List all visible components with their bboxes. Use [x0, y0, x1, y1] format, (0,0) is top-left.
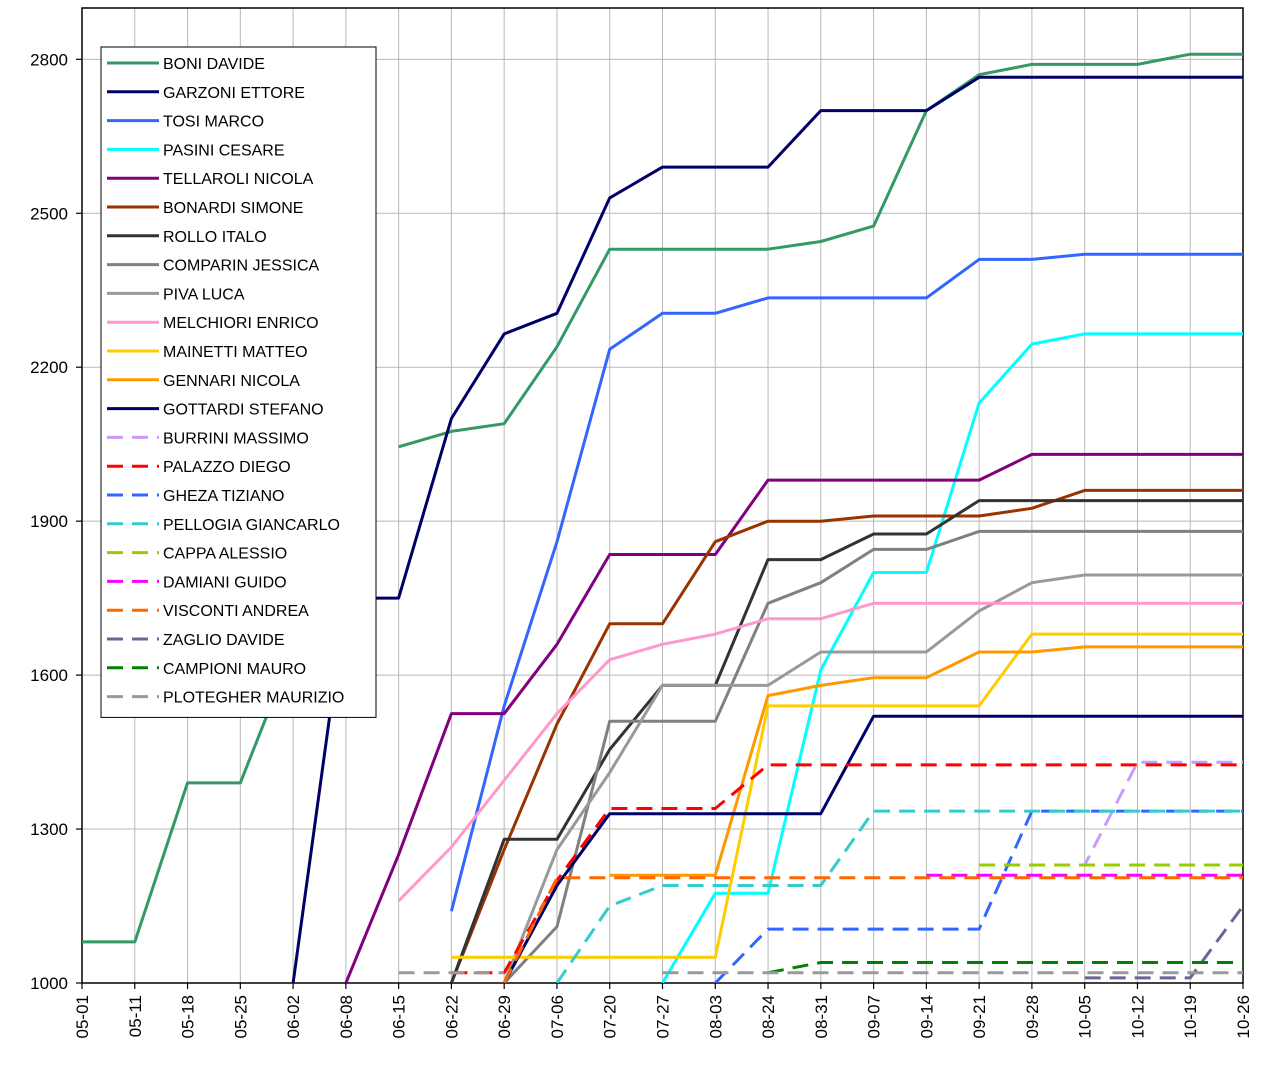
- x-tick-label: 08-03: [706, 995, 725, 1038]
- x-tick-label: 06-29: [495, 995, 514, 1038]
- x-tick-label: 10-05: [1076, 995, 1095, 1038]
- series-line-6: [449, 499, 1243, 983]
- legend-label: ZAGLIO DAVIDE: [163, 632, 285, 649]
- legend-label: GOTTARDI STEFANO: [163, 402, 324, 419]
- series-line-3: [661, 332, 1243, 983]
- legend-label: BONI DAVIDE: [163, 56, 265, 73]
- x-tick-label: 07-27: [654, 995, 673, 1038]
- x-tick-label: 06-22: [442, 995, 461, 1038]
- y-tick-label: 1000: [30, 974, 68, 993]
- x-tick-label: 05-01: [73, 995, 92, 1038]
- legend: BONI DAVIDE GARZONI ETTORE TOSI MARCO PASIN…: [100, 46, 377, 718]
- x-axis-tick-labels: 05-01 05-11 05-18 05-25 06-02 06-08 06-15 06-22…: [73, 983, 1253, 1038]
- legend-label: PELLOGIA GIANCARLO: [163, 517, 340, 534]
- series-line-8: [502, 573, 1243, 983]
- x-tick-label: 08-31: [812, 995, 831, 1038]
- x-tick-label: 05-18: [179, 995, 198, 1038]
- x-tick-label: 05-11: [126, 995, 145, 1037]
- series-line-7: [503, 529, 1243, 983]
- x-tick-label: 06-15: [390, 995, 409, 1038]
- legend-label: MAINETTI MATTEO: [163, 344, 308, 361]
- y-tick-label: 2200: [30, 358, 68, 377]
- legend-label: BURRINI MASSIMO: [163, 430, 309, 447]
- legend-box: [100, 46, 377, 718]
- series-line-17: [555, 809, 1243, 983]
- x-tick-label: 09-28: [1023, 995, 1042, 1038]
- legend-label: MELCHIORI ENRICO: [163, 315, 319, 332]
- legend-label: PALAZZO DIEGO: [163, 459, 291, 476]
- series-line-15: [451, 763, 1243, 975]
- legend-label: ROLLO ITALO: [163, 229, 267, 246]
- series-line-5: [450, 488, 1243, 983]
- series-line-22: [767, 961, 1243, 975]
- series-line-14: [979, 760, 1243, 867]
- series-line-11: [609, 645, 1243, 877]
- x-tick-label: 07-06: [548, 995, 567, 1038]
- x-tick-label: 09-07: [865, 995, 884, 1038]
- legend-label: GENNARI NICOLA: [163, 373, 300, 390]
- series-line-10: [451, 632, 1243, 959]
- x-tick-label: 07-20: [601, 995, 620, 1038]
- series-lines: [82, 52, 1243, 983]
- x-tick-label: 05-25: [231, 995, 250, 1038]
- x-tick-label: 10-19: [1181, 995, 1200, 1038]
- x-tick-label: 09-21: [970, 995, 989, 1038]
- series-line-1: [925, 75, 1243, 112]
- series-line-4: [344, 452, 1243, 983]
- legend-label: CAPPA ALESSIO: [163, 546, 287, 563]
- legend-label: TOSI MARCO: [163, 114, 264, 131]
- gridlines: [82, 8, 1243, 983]
- legend-label: PIVA LUCA: [163, 286, 245, 303]
- legend-label: TELLAROLI NICOLA: [163, 171, 314, 188]
- series-line-20: [502, 876, 1243, 983]
- legend-label: GHEZA TIZIANO: [163, 488, 285, 505]
- x-tick-label: 06-02: [284, 995, 303, 1038]
- series-line-9: [397, 601, 1243, 902]
- series-line-12: [291, 109, 927, 983]
- legend-label: PASINI CESARE: [163, 142, 285, 159]
- legend-label: BONARDI SIMONE: [163, 200, 303, 217]
- legend-label: VISCONTI ANDREA: [163, 603, 309, 620]
- legend-label: GARZONI ETTORE: [163, 85, 305, 102]
- x-tick-label: 09-14: [917, 995, 936, 1038]
- series-line-2: [449, 252, 1243, 912]
- y-tick-label: 1300: [30, 820, 68, 839]
- series-line-0: [82, 52, 1243, 944]
- series-line-13: [502, 714, 1243, 983]
- x-tick-label: 10-26: [1234, 995, 1253, 1038]
- x-tick-label: 10-12: [1128, 995, 1147, 1038]
- x-tick-label: 06-08: [337, 995, 356, 1038]
- x-tick-label: 08-24: [759, 995, 778, 1038]
- legend-label: DAMIANI GUIDO: [163, 574, 287, 591]
- y-tick-label: 1900: [30, 512, 68, 531]
- legend-label: CAMPIONI MAURO: [163, 661, 306, 678]
- y-axis-tick-labels: 1000 1300 1600 1900 2200 2500 2800: [30, 50, 82, 993]
- legend-label: COMPARIN JESSICA: [163, 258, 320, 275]
- series-line-21: [1084, 905, 1243, 980]
- y-tick-label: 1600: [30, 666, 68, 685]
- legend-label: PLOTEGHER MAURIZIO: [163, 690, 344, 707]
- y-tick-label: 2500: [30, 204, 68, 223]
- y-tick-label: 2800: [30, 50, 68, 69]
